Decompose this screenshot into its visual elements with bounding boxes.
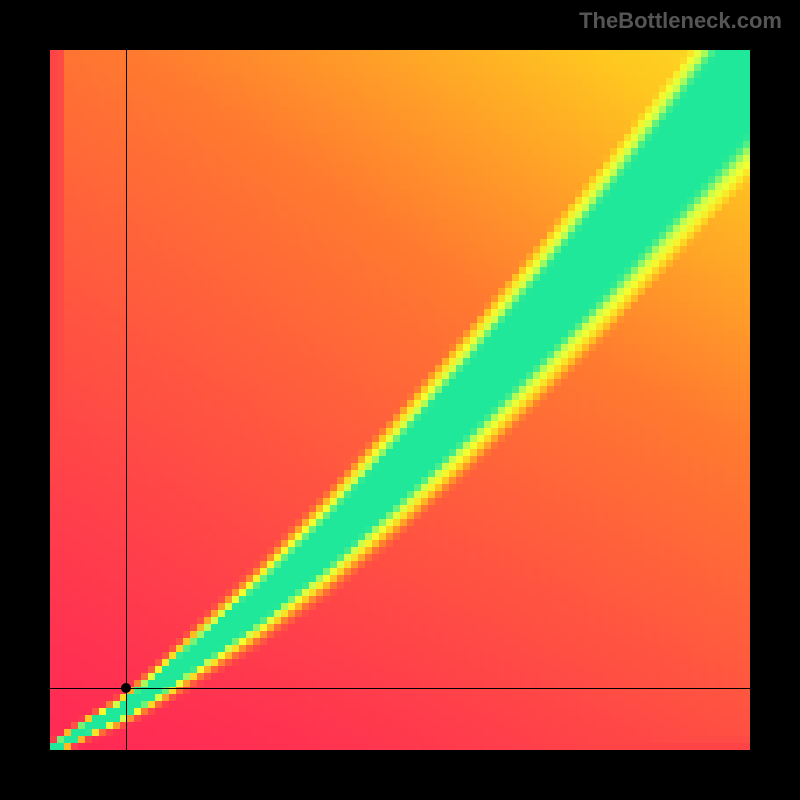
crosshair-horizontal xyxy=(50,688,750,689)
heatmap-canvas xyxy=(50,50,750,750)
plot-area xyxy=(50,50,750,750)
marker-dot xyxy=(121,683,131,693)
watermark-text: TheBottleneck.com xyxy=(579,8,782,34)
crosshair-vertical xyxy=(126,50,127,750)
